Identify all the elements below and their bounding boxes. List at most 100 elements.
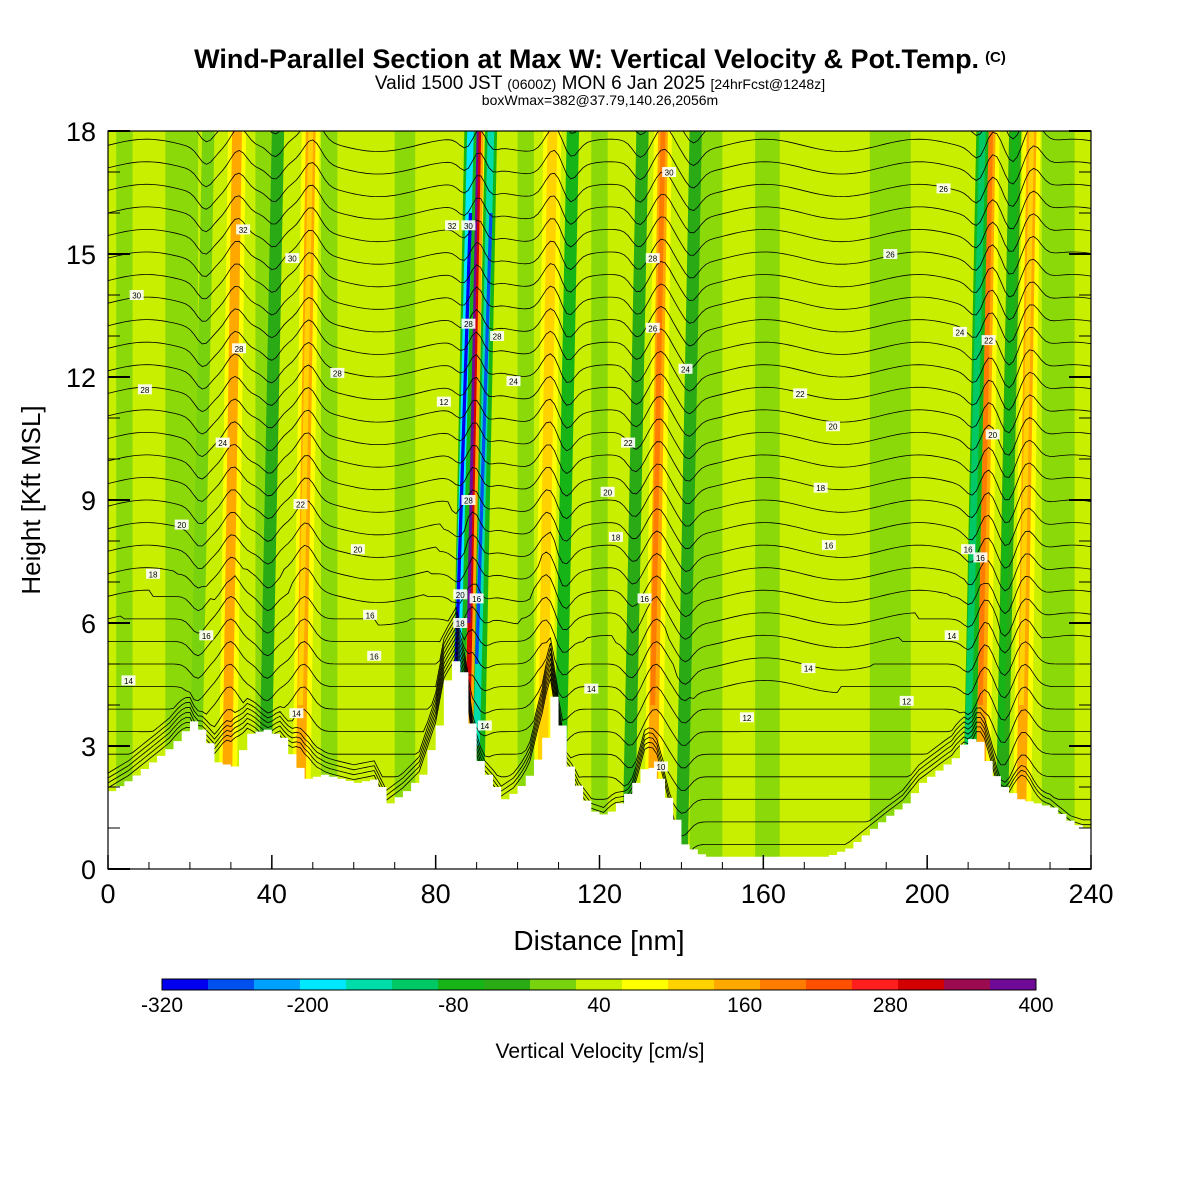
contour-label-text: 32 (448, 222, 457, 231)
contour-label: 30 (662, 167, 677, 178)
downdraft-band (622, 131, 649, 869)
contour-label-text: 16 (370, 652, 379, 661)
contour-label: 32 (445, 220, 460, 231)
theta-contour (108, 274, 1091, 324)
colorbar-swatch (162, 979, 209, 990)
colorbar-tick-label: 40 (587, 994, 610, 1017)
colorbar-swatch (392, 979, 439, 990)
y-tick-label: 0 (81, 855, 96, 885)
contour-label-text: 16 (824, 542, 833, 551)
contour-label-bg (883, 249, 898, 259)
y-tick-label: 3 (81, 732, 96, 762)
theta-contour (108, 139, 1091, 189)
colorbar: -320 -200 -80 40 160 280 400 (141, 978, 1054, 1017)
contour-label: 26 (645, 322, 660, 333)
contour-label-bg (285, 253, 300, 264)
contour-label-bg (952, 326, 967, 337)
colorbar-swatch (576, 979, 623, 990)
theta-contour (108, 131, 1091, 166)
copyright-mark: (C) (985, 49, 1006, 66)
downdraft-band (257, 131, 285, 869)
x-tick-label: 40 (257, 879, 287, 909)
contour-label: 30 (285, 253, 300, 264)
contour-label-bg (469, 593, 484, 604)
theta-contour (108, 229, 1091, 279)
colorbar-tick-label: 280 (873, 994, 908, 1017)
contour-label-bg (944, 630, 959, 641)
contour-label-text: 12 (902, 697, 911, 706)
contour-label-text: 28 (493, 333, 502, 342)
contour-label-text: 28 (648, 255, 657, 264)
contour-label-text: 28 (464, 320, 473, 329)
contour-label-bg (793, 388, 808, 399)
contour-label-bg (961, 544, 976, 555)
colorbar-label: Vertical Velocity [cm/s] (496, 1040, 705, 1063)
contour-label-bg (821, 540, 836, 551)
contour-label: 14 (121, 675, 136, 686)
contour-label-text: 30 (665, 169, 674, 178)
theta-contour (108, 500, 1091, 550)
theta-contour (108, 635, 1091, 769)
contour-label-text: 16 (964, 546, 973, 555)
contour-label-text: 22 (984, 337, 993, 346)
contour-label-text: 22 (296, 501, 305, 510)
colorbar-swatch (760, 979, 807, 990)
contour-label: 20 (600, 486, 615, 497)
terrain-mask (108, 661, 1091, 869)
contour-label-bg (350, 544, 365, 555)
contour-label-text: 28 (333, 369, 342, 378)
weak-downdraft-zone (517, 131, 534, 869)
contour-label-text: 14 (587, 685, 596, 694)
colorbar-frame (161, 978, 1037, 991)
contour-label: 20 (453, 589, 468, 600)
contour-label-bg (453, 618, 468, 628)
contour-label: 20 (825, 421, 840, 432)
contour-label-bg (936, 183, 951, 194)
contour-label-text: 18 (456, 620, 465, 629)
contour-label-text: 14 (480, 722, 489, 731)
contour-label: 28 (137, 384, 152, 395)
contour-label: 16 (469, 593, 484, 604)
contour-label: 24 (215, 437, 230, 448)
colorbar-swatch (714, 979, 761, 990)
theta-contours (108, 131, 1091, 857)
contour-label-bg (174, 519, 189, 530)
contour-label: 14 (584, 683, 599, 694)
contour-label: 18 (813, 482, 828, 493)
theta-contour (108, 630, 1091, 746)
contour-label: 16 (199, 630, 214, 641)
colorbar-tick-label: -80 (438, 994, 468, 1017)
x-tick-label: 120 (577, 879, 622, 909)
contour-label: 10 (653, 761, 668, 772)
colorbar-tick-label: -200 (287, 994, 329, 1017)
valid-time-line: Valid 1500 JST (0600Z) MON 6 Jan 2025 [2… (0, 73, 1200, 95)
contour-label-bg (363, 609, 378, 620)
contour-label-bg (653, 761, 668, 772)
valid-time-prefix: Valid 1500 JST (374, 73, 502, 94)
contour-label: 26 (936, 183, 951, 194)
contour-label: 20 (174, 519, 189, 530)
x-tick-label: 160 (741, 879, 786, 909)
updraft-core (224, 131, 240, 705)
colorbar-swatch (668, 979, 715, 990)
contour-label-bg (477, 720, 492, 731)
contour-label-text: 28 (140, 386, 149, 395)
y-tick-label: 6 (81, 609, 96, 639)
chart-title-text: Wind-Parallel Section at Max W: Vertical… (194, 44, 980, 74)
colorbar-swatch (254, 979, 301, 990)
contour-label-text: 20 (988, 431, 997, 440)
contour-label: 28 (645, 253, 660, 264)
contour-label-bg (584, 683, 599, 694)
contour-label-text: 24 (509, 378, 518, 387)
x-tick-label: 80 (421, 879, 451, 909)
contour-label-bg (445, 220, 460, 231)
contour-label-text: 24 (955, 328, 964, 337)
contour-label-bg (985, 429, 1000, 440)
contour-label: 14 (289, 708, 304, 719)
velocity-bands (116, 131, 1075, 869)
contour-label-text: 20 (829, 423, 838, 432)
contour-label-bg (461, 318, 476, 329)
contour-label-bg (645, 253, 660, 264)
